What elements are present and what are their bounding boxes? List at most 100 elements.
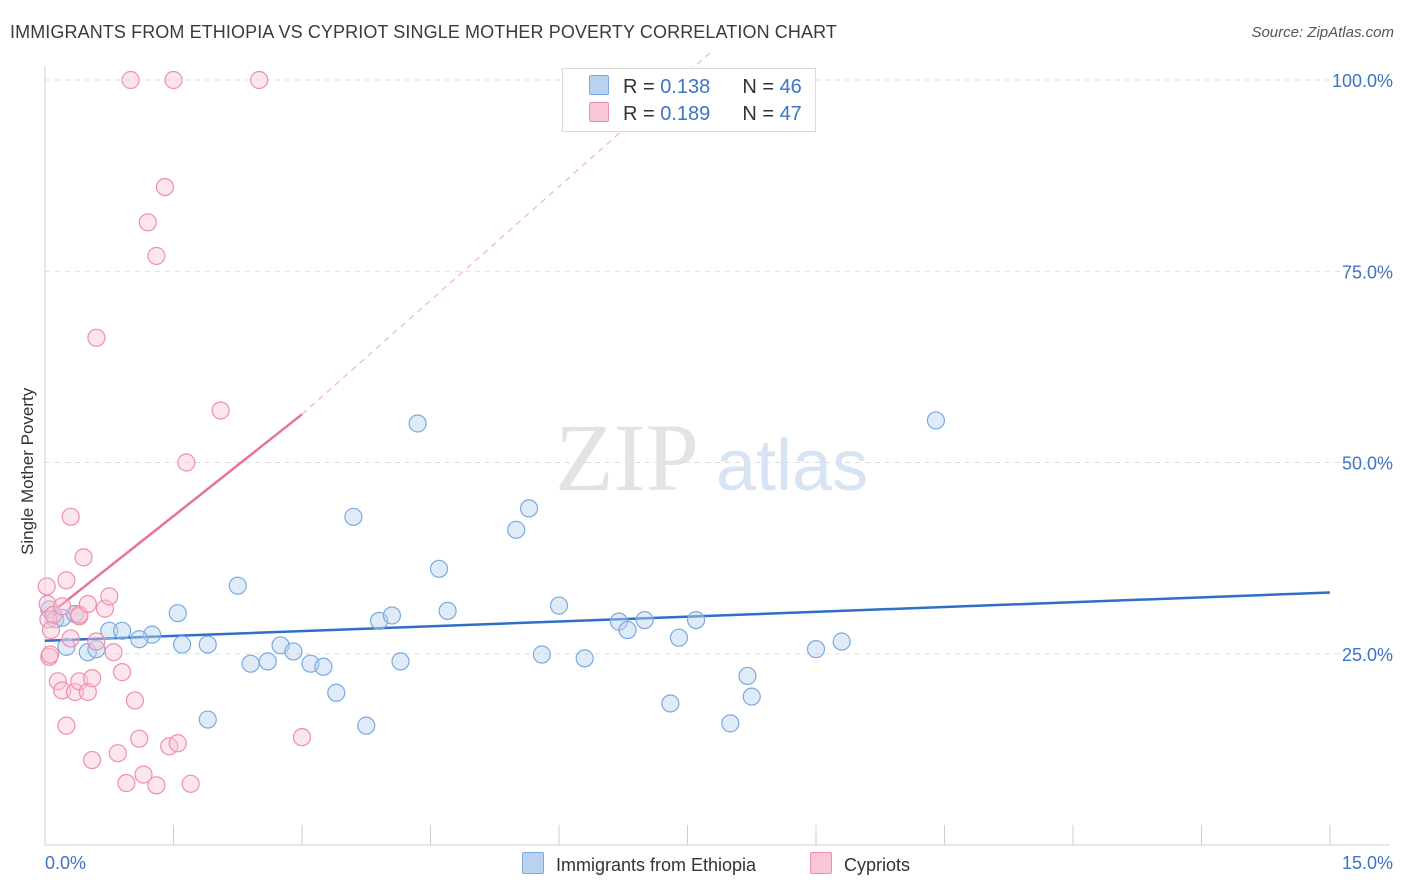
- cypriots-point: [292, 728, 312, 747]
- cypriots-point: [61, 507, 80, 526]
- bottom-legend-swatch-ethiopia: [522, 852, 544, 874]
- cypriots-point: [53, 597, 72, 616]
- cypriots-point: [78, 594, 97, 614]
- ethiopia-point: [258, 652, 277, 671]
- cypriots-point: [100, 587, 119, 606]
- cypriots-point: [130, 729, 149, 748]
- y-tick-label: 25.0%: [1342, 645, 1393, 665]
- ethiopia-point: [635, 610, 654, 630]
- ethiopia-point: [198, 710, 217, 729]
- legend-swatch-cypriots: [589, 102, 609, 122]
- ethiopia-point: [344, 507, 363, 526]
- ethiopia-point: [314, 657, 333, 676]
- cypriots-point: [38, 594, 57, 614]
- cypriots-point: [138, 213, 157, 232]
- ethiopia-point: [438, 601, 457, 621]
- ethiopia-point: [130, 630, 149, 649]
- legend-n-value: 47: [779, 103, 802, 125]
- legend-r-label: R =: [623, 103, 661, 125]
- ethiopia-point: [408, 414, 427, 433]
- cypriots-point: [134, 765, 153, 784]
- cypriots-point: [57, 716, 76, 735]
- cypriots-point: [65, 682, 85, 702]
- ethiopia-point: [669, 628, 689, 647]
- ethiopia-point: [198, 635, 217, 654]
- cypriots-point: [147, 246, 166, 266]
- ethiopia-point: [519, 499, 539, 518]
- ethiopia-point: [391, 652, 410, 671]
- tick-labels: 25.0% 50.0% 75.0% 100.0% 0.0% 15.0%: [45, 71, 1393, 873]
- ethiopia-point: [429, 559, 449, 578]
- ethiopia-point: [721, 714, 740, 733]
- ethiopia-point: [228, 576, 247, 595]
- cypriots-point: [112, 663, 132, 682]
- ethiopia-point: [87, 640, 106, 659]
- gridlines: [45, 79, 1390, 655]
- data-points: [37, 70, 946, 795]
- cypriots-point: [155, 178, 175, 197]
- chart-title: IMMIGRANTS FROM ETHIOPIA VS CYPRIOT SING…: [10, 22, 837, 42]
- legend-r-label: R =: [623, 76, 661, 98]
- cypriots-point: [168, 734, 187, 753]
- ethiopia-point: [738, 666, 757, 686]
- cypriots-point: [61, 629, 80, 648]
- ethiopia-point: [382, 606, 402, 625]
- y-tick-label: 50.0%: [1342, 454, 1393, 474]
- ethiopia-point: [168, 604, 187, 623]
- cypriots-point: [87, 632, 106, 651]
- watermark-zip: ZIP: [555, 404, 699, 511]
- y-tick-label: 100.0%: [1332, 71, 1393, 91]
- cypriots-point: [48, 672, 67, 691]
- cypriots-point: [164, 70, 183, 90]
- cypriots-point: [78, 682, 97, 702]
- ethiopia-point: [832, 632, 851, 651]
- cypriots-point: [37, 577, 56, 596]
- bottom-legend-label-ethiopia: Immigrants from Ethiopia: [556, 855, 757, 875]
- ethiopia-point: [57, 637, 76, 656]
- cypriots-point: [117, 773, 136, 793]
- cypriots-point: [125, 691, 145, 710]
- bottom-legend-swatch-cypriots: [810, 852, 832, 874]
- legend-n-label: N =: [742, 103, 780, 125]
- cypriots-point: [250, 70, 269, 90]
- cypriots-point: [104, 643, 123, 662]
- ethiopia-point: [112, 621, 132, 640]
- cypriots-point: [108, 744, 127, 763]
- correlation-legend: R = 0.138 N = 46 R = 0.189 N = 47: [562, 68, 816, 132]
- cypriots-point: [41, 645, 60, 664]
- legend-r-value: 0.138: [660, 76, 711, 98]
- cypriots-point: [211, 401, 230, 420]
- cypriots-point: [147, 776, 166, 795]
- cypriots-trend-extension: [301, 49, 714, 415]
- ethiopia-trend-line: [44, 591, 1331, 642]
- ethiopia-point: [241, 654, 260, 673]
- ethiopia-point: [549, 596, 569, 615]
- ethiopia-point: [532, 645, 551, 664]
- bottom-legend-cypriots: Cypriots: [810, 852, 910, 876]
- ethiopia-point: [357, 716, 376, 735]
- ethiopia-point: [806, 640, 826, 659]
- cypriots-point: [57, 571, 76, 590]
- y-tick-label: 75.0%: [1342, 262, 1393, 282]
- bottom-legend-ethiopia: Immigrants from Ethiopia: [522, 852, 756, 876]
- ethiopia-point: [742, 687, 761, 706]
- cypriots-point: [41, 620, 61, 640]
- ethiopia-point: [686, 610, 706, 630]
- legend-n-label: N =: [742, 76, 780, 98]
- watermark-atlas: atlas: [716, 426, 868, 506]
- axes: [44, 66, 1390, 846]
- cypriots-point: [177, 453, 196, 472]
- legend-row-cypriots: R = 0.189 N = 47: [589, 102, 802, 126]
- cypriots-point: [181, 774, 200, 793]
- legend-swatch-ethiopia: [589, 75, 609, 95]
- ethiopia-point: [507, 520, 526, 539]
- ethiopia-point: [172, 635, 192, 654]
- ethiopia-point: [100, 621, 119, 640]
- cypriots-point: [74, 548, 93, 567]
- x-tick-label: 15.0%: [1342, 853, 1393, 873]
- legend-row-ethiopia: R = 0.138 N = 46: [589, 75, 802, 99]
- legend-r-value: 0.189: [660, 103, 711, 125]
- legend-n-value: 46: [779, 76, 802, 98]
- ethiopia-point: [661, 694, 680, 713]
